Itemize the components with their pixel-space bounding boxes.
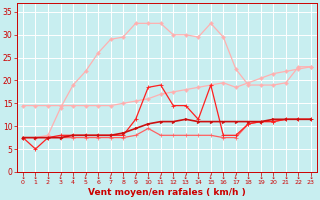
X-axis label: Vent moyen/en rafales ( km/h ): Vent moyen/en rafales ( km/h ) — [88, 188, 246, 197]
